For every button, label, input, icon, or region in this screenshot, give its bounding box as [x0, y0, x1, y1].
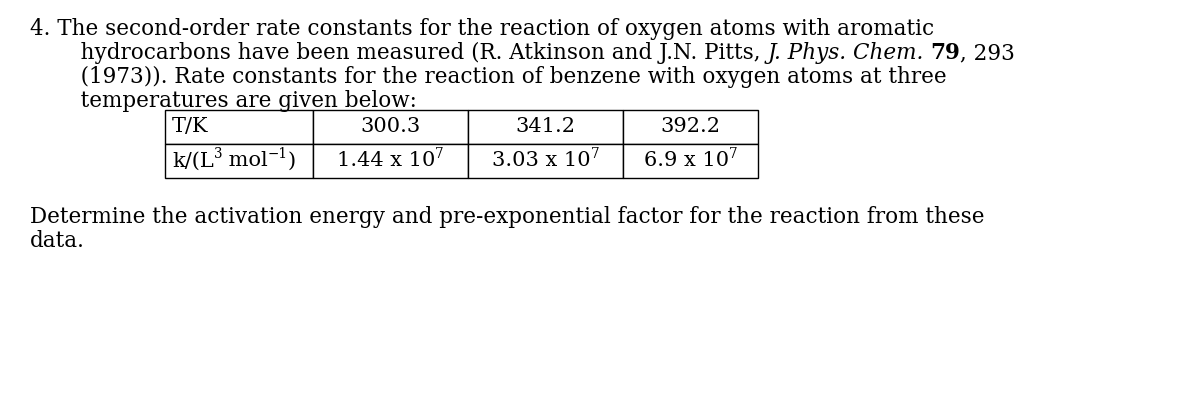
- Text: 3: 3: [214, 147, 222, 161]
- Text: 341.2: 341.2: [516, 118, 576, 137]
- Bar: [623, 144, 758, 178]
- Text: k/(L: k/(L: [172, 152, 214, 171]
- Text: 1.44 x 10: 1.44 x 10: [337, 152, 436, 171]
- Bar: [313, 110, 468, 144]
- Bar: [166, 110, 313, 144]
- Text: (1973)). Rate constants for the reaction of benzene with oxygen atoms at three: (1973)). Rate constants for the reaction…: [60, 66, 947, 88]
- Bar: [623, 110, 758, 144]
- Bar: [468, 110, 623, 144]
- Text: Determine the activation energy and pre-exponential factor for the reaction from: Determine the activation energy and pre-…: [30, 206, 984, 228]
- Text: hydrocarbons have been measured (R. Atkinson and J.N. Pitts,: hydrocarbons have been measured (R. Atki…: [60, 42, 767, 64]
- Text: 79: 79: [931, 42, 960, 64]
- Text: temperatures are given below:: temperatures are given below:: [60, 90, 416, 112]
- Text: 7: 7: [728, 147, 737, 161]
- Text: ): ): [288, 152, 296, 171]
- Text: data.: data.: [30, 230, 85, 252]
- Text: 300.3: 300.3: [360, 118, 421, 137]
- Text: 4. The second-order rate constants for the reaction of oxygen atoms with aromati: 4. The second-order rate constants for t…: [30, 18, 934, 40]
- Text: 7: 7: [590, 147, 599, 161]
- Bar: [313, 144, 468, 178]
- Bar: [468, 144, 623, 178]
- Bar: [166, 144, 313, 178]
- Text: 6.9 x 10: 6.9 x 10: [643, 152, 728, 171]
- Text: , 293: , 293: [960, 42, 1015, 64]
- Text: mol: mol: [222, 152, 268, 171]
- Text: T/K: T/K: [172, 118, 209, 137]
- Text: −1: −1: [268, 147, 288, 161]
- Text: 392.2: 392.2: [660, 118, 720, 137]
- Text: 7: 7: [436, 147, 444, 161]
- Text: J. Phys. Chem.: J. Phys. Chem.: [767, 42, 924, 64]
- Text: 3.03 x 10: 3.03 x 10: [492, 152, 590, 171]
